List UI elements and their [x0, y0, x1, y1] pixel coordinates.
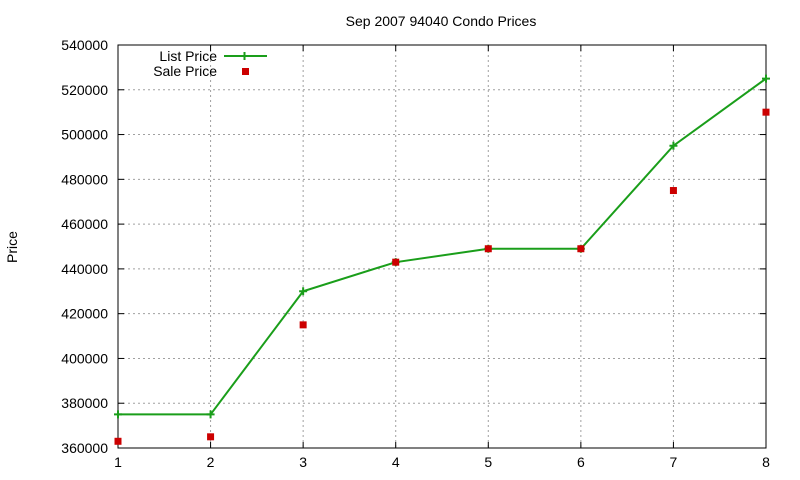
list-price-point [299, 287, 308, 296]
y-tick-label: 540000 [61, 37, 108, 53]
y-tick-label: 380000 [61, 395, 108, 411]
x-tick-label: 4 [392, 454, 400, 470]
sale-price-point [484, 245, 492, 253]
sale-price-point [669, 187, 677, 195]
sale-price-point [392, 258, 400, 266]
sale-price-point [299, 321, 307, 329]
list-price-point [206, 410, 215, 419]
list-price-point [762, 74, 770, 83]
list-price-point [114, 410, 122, 419]
sale-price-point [577, 245, 585, 253]
sale-price-point [114, 437, 122, 445]
grid [118, 45, 766, 448]
x-tick-label: 6 [577, 454, 585, 470]
sale-price-point [762, 108, 770, 116]
y-tick-label: 400000 [61, 350, 108, 366]
y-tick-label: 360000 [61, 440, 108, 456]
y-axis-label: Price [4, 231, 20, 263]
x-tick-label: 7 [670, 454, 678, 470]
x-tick-label: 3 [299, 454, 307, 470]
y-tick-label: 520000 [61, 82, 108, 98]
chart-title: Sep 2007 94040 Condo Prices [346, 13, 537, 29]
y-tick-label: 500000 [61, 127, 108, 143]
x-tick-label: 2 [207, 454, 215, 470]
series [114, 74, 770, 445]
y-tick-label: 480000 [61, 171, 108, 187]
x-tick-label: 8 [762, 454, 770, 470]
x-tick-label: 1 [114, 454, 122, 470]
y-tick-label: 460000 [61, 216, 108, 232]
list-price-point [669, 141, 678, 150]
legend-marker-sale-price [242, 68, 249, 75]
y-tick-label: 440000 [61, 261, 108, 277]
y-tick-label: 420000 [61, 306, 108, 322]
axis-ticks: 360000 380000 400000 420000 440000 460000 4800… [61, 37, 770, 470]
legend-marker-list-price [240, 52, 249, 60]
x-tick-label: 5 [484, 454, 492, 470]
legend-label-list-price: List Price [159, 48, 217, 64]
sale-price-point [207, 433, 215, 441]
legend: List Price Sale Price [153, 48, 267, 79]
legend-label-sale-price: Sale Price [153, 63, 217, 79]
list-price-line [118, 77, 767, 416]
plot-frame [117, 44, 767, 449]
